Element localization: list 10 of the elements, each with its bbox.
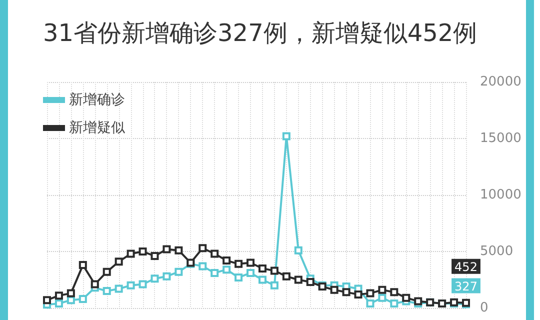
y-tick-label: 15000 <box>480 131 522 146</box>
y-tick-label: 0 <box>480 300 488 316</box>
y-tick-label: 5000 <box>480 244 514 259</box>
data-label: 452 <box>454 260 478 274</box>
data-label: 327 <box>454 279 478 294</box>
legend-label: 新增确诊 <box>69 92 125 108</box>
legend-label: 新增疑似 <box>69 120 125 136</box>
y-tick-label: 10000 <box>480 188 522 202</box>
y-tick-label: 20000 <box>480 74 522 90</box>
chart-title: 31省份新增确诊327例，新增疑似452例 <box>43 19 478 47</box>
